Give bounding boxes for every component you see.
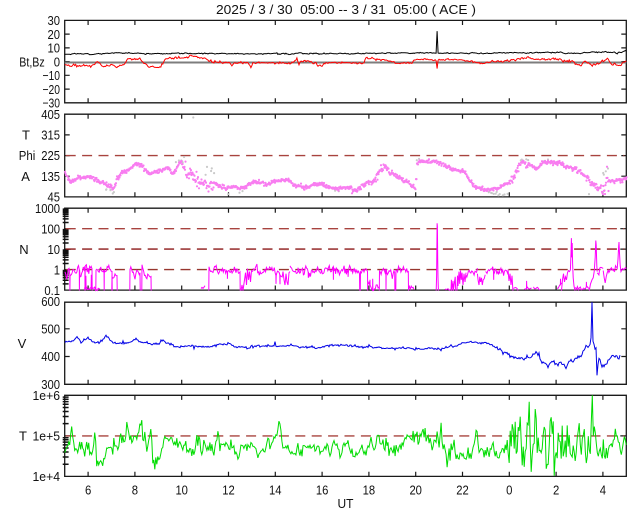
svg-text:8: 8 <box>132 482 138 497</box>
svg-text:10: 10 <box>48 41 61 56</box>
svg-text:0.1: 0.1 <box>44 283 60 298</box>
svg-text:1: 1 <box>54 262 60 277</box>
svg-text:1e+6: 1e+6 <box>33 388 61 403</box>
svg-text:22: 22 <box>456 482 469 497</box>
svg-text:1e+5: 1e+5 <box>33 429 61 444</box>
svg-text:225: 225 <box>41 148 60 163</box>
svg-text:Phi: Phi <box>19 148 36 163</box>
svg-text:2025 / 3 / 30 05:00 -- 3 / 31: 2025 / 3 / 30 05:00 -- 3 / 31 05:00 ( AC… <box>216 2 476 17</box>
svg-text:300: 300 <box>41 377 60 392</box>
svg-text:405: 405 <box>41 107 60 122</box>
svg-text:500: 500 <box>41 322 60 337</box>
svg-text:4: 4 <box>600 482 606 497</box>
svg-text:UT: UT <box>338 496 354 511</box>
svg-text:600: 600 <box>41 294 60 309</box>
svg-text:T: T <box>19 429 27 444</box>
svg-text:V: V <box>18 336 27 351</box>
svg-text:1000: 1000 <box>35 201 60 216</box>
svg-text:315: 315 <box>41 128 60 143</box>
svg-text:45: 45 <box>48 190 61 205</box>
svg-text:Bt,Bz: Bt,Bz <box>19 54 45 69</box>
svg-text:400: 400 <box>41 349 60 364</box>
svg-text:6: 6 <box>85 482 91 497</box>
svg-text:−30: −30 <box>43 96 61 111</box>
svg-text:14: 14 <box>269 482 282 497</box>
svg-text:N: N <box>19 242 28 257</box>
svg-text:100: 100 <box>41 221 60 236</box>
svg-text:10: 10 <box>48 242 61 257</box>
svg-text:1e+4: 1e+4 <box>33 469 61 484</box>
svg-text:10: 10 <box>175 482 188 497</box>
svg-text:18: 18 <box>363 482 376 497</box>
svg-text:16: 16 <box>316 482 329 497</box>
svg-text:0: 0 <box>54 54 60 69</box>
svg-text:T: T <box>22 128 30 143</box>
svg-text:20: 20 <box>48 27 61 42</box>
svg-text:30: 30 <box>48 13 61 28</box>
svg-text:12: 12 <box>222 482 235 497</box>
svg-text:A: A <box>21 169 30 184</box>
svg-text:−10: −10 <box>43 68 61 83</box>
svg-text:2: 2 <box>553 482 559 497</box>
svg-text:135: 135 <box>41 169 60 184</box>
svg-text:20: 20 <box>409 482 422 497</box>
svg-text:0: 0 <box>506 482 512 497</box>
svg-text:−20: −20 <box>43 82 61 97</box>
